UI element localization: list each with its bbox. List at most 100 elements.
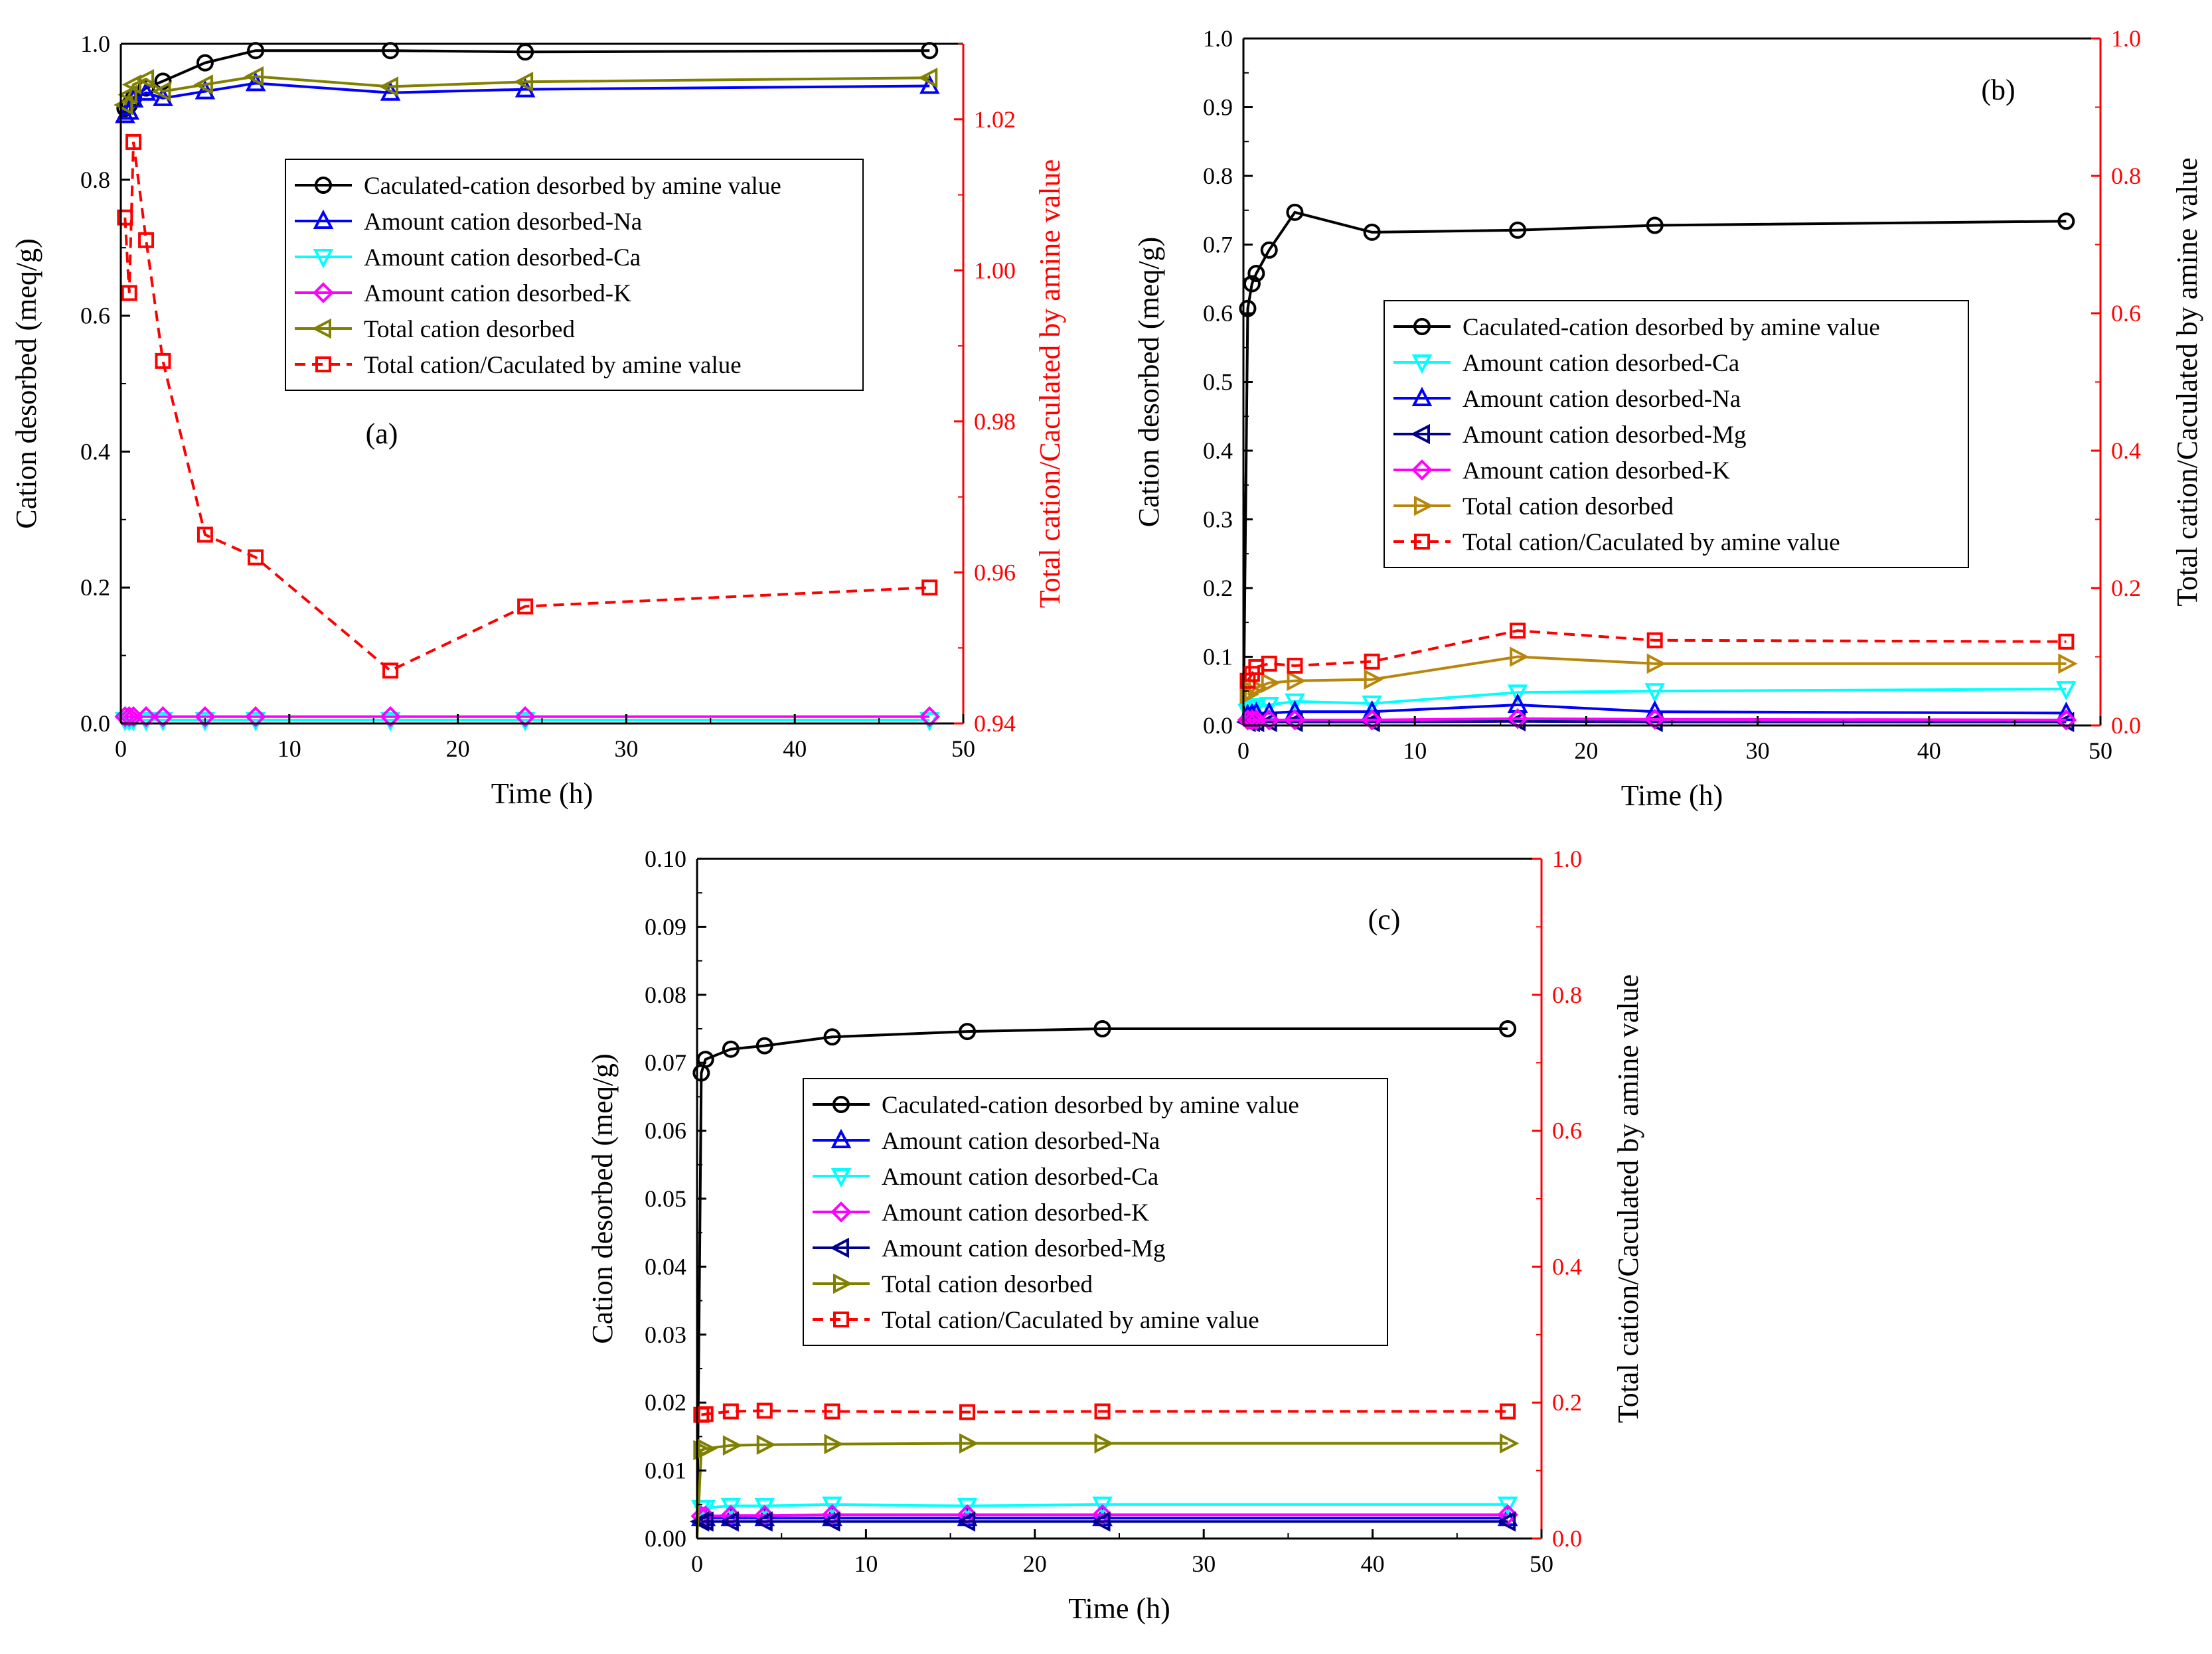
panel-c-series-3-point-5 [957, 1504, 978, 1525]
panel-b-series-4-point-7 [1644, 708, 1666, 730]
panel-c-legend-marker-5 [833, 1273, 853, 1294]
panel-a-series-5-line [123, 141, 930, 672]
panel-b-series-1-point-3 [1259, 696, 1280, 717]
panel-c-series-4-point-2 [719, 1511, 739, 1532]
panel-a-legend-label-2: Amount cation desorbed-Ca [364, 244, 641, 271]
panel-c-series-6-point-1 [697, 1406, 714, 1422]
panel-a-series-5-point-5 [197, 526, 213, 543]
panel-a-series-1-point-3 [135, 81, 157, 101]
panel-c-xtick-label-5: 50 [1530, 1550, 1553, 1577]
panel-a-legend: Caculated-cation desorbed by amine value… [285, 159, 864, 391]
panel-a-series-5-point-4 [155, 352, 171, 369]
panel-c-ytick-label-10: 0.10 [645, 846, 686, 872]
panel-a-series-3-point-1 [118, 706, 140, 727]
panel-c-series-0-point-5 [823, 1028, 841, 1046]
panel-c-series-3-point-4 [821, 1504, 843, 1525]
panel-a-legend-marker-2 [313, 249, 334, 269]
panel-b-legend-label-6: Total cation/Caculated by amine value [1462, 529, 1840, 556]
panel-b-series-5-point-3 [1261, 672, 1281, 694]
panel-b-series-0-point-7 [1509, 221, 1527, 239]
panel-b-legend-marker-2 [1411, 386, 1433, 406]
panel-b-series-0-point-6 [1363, 223, 1381, 241]
panel-c-series-5-point-7 [1094, 1433, 1114, 1454]
panel-a-y2tick-label-2: 0.98 [974, 408, 1016, 435]
panel-a-series-3-point-9 [919, 706, 941, 727]
panel-c-xtick-label-0: 0 [691, 1550, 703, 1577]
panel-c-series-5-point-5 [824, 1434, 844, 1454]
panel-c-ytick-label-9: 0.09 [645, 913, 686, 940]
panel-a-series-0-point-5 [196, 54, 214, 72]
panel-c-legend-label-4: Amount cation desorbed-Mg [882, 1235, 1165, 1262]
panel-b-ytick-label-1: 0.1 [1203, 644, 1233, 670]
panel-a-ytick-label-4: 0.8 [80, 167, 110, 193]
panel-a-series-5-point-2 [125, 133, 142, 150]
panel-c: 0 10 20 30 40 50 0.00 0.01 0.02 0.03 0.04 0.05 0.06 0… [586, 846, 1644, 1625]
panel-b-series-6-point-8 [2058, 633, 2075, 650]
panel-b-series-0-point-4 [1260, 241, 1278, 259]
panel-c-legend-label-6: Total cation/Caculated by amine value [882, 1307, 1259, 1334]
panel-b-ytick-label-2: 0.2 [1203, 575, 1233, 601]
panel-a-label: (a) [366, 417, 398, 450]
panel-a-series-3-point-7 [380, 706, 401, 727]
panel-a-series-3-point-6 [245, 706, 266, 727]
panel-b-series-5-point-4 [1287, 670, 1306, 692]
panel-c-legend: Caculated-cation desorbed by amine value… [803, 1078, 1388, 1346]
panel-c-series-0-line [696, 1027, 1508, 1539]
panel-b-series-4-point-1 [1241, 709, 1263, 731]
panel-b-series-0-point-3 [1247, 264, 1265, 282]
panel-c-series-4-point-5 [955, 1511, 976, 1532]
panel-b-label: (b) [1981, 74, 2015, 106]
panel-b-legend-label-3: Amount cation desorbed-Mg [1462, 421, 1746, 449]
panel-b-y-axis-title: Cation desorbed (meq/g) [1133, 237, 1165, 527]
panel-b-series-4-point-3 [1258, 709, 1280, 731]
panel-b-xtick-label-5: 50 [2089, 737, 2112, 764]
panel-c-y2tick-label-1: 0.2 [1552, 1389, 1582, 1416]
panel-b-ytick-label-5: 0.5 [1203, 369, 1233, 396]
panel-b-legend-label-5: Total cation desorbed [1462, 493, 1674, 520]
panel-c-x-axis-title: Time (h) [1068, 1592, 1170, 1625]
panel-c-ytick-label-2: 0.02 [645, 1389, 686, 1416]
panel-c-series-3-point-7 [1497, 1504, 1518, 1525]
panel-b-series-1-point-7 [1644, 683, 1665, 703]
panel-c-legend-marker-1 [830, 1128, 852, 1148]
panel-a-series-4-point-6 [244, 66, 264, 87]
panel-b-series-4-point-0 [1237, 709, 1259, 731]
panel-c-y2tick-label-0: 0.0 [1552, 1525, 1582, 1552]
panel-b-series-1-point-4 [1285, 693, 1305, 714]
panel-b-series-3-line [1247, 719, 2067, 723]
panel-c-y2tick-label-2: 0.4 [1552, 1253, 1582, 1280]
panel-b-ytick-label-0: 0.0 [1203, 712, 1233, 739]
panel-c-series-0 [692, 1020, 1517, 1539]
panel-a-series-4 [114, 66, 938, 115]
panel-b-xtick-label-2: 20 [1574, 737, 1598, 764]
panel-a-series-5-point-6 [248, 549, 264, 565]
panel-a-ytick-label-0: 0.0 [80, 710, 110, 737]
panel-b-legend-label-4: Amount cation desorbed-K [1462, 457, 1730, 485]
panel-c-series-2-point-6 [1092, 1496, 1113, 1517]
panel-c-series-6-point-5 [959, 1404, 976, 1420]
panel-c-series-0-point-3 [722, 1040, 740, 1058]
panel-c-series-2-point-3 [754, 1497, 775, 1518]
panel-c-series-6-point-6 [1094, 1403, 1111, 1420]
panel-b-series-1-point-5 [1362, 695, 1382, 715]
panel-c-series-2-point-2 [720, 1497, 742, 1518]
panel-a-series-4-point-8 [513, 72, 534, 92]
panel-b-xtick-label-3: 30 [1746, 737, 1770, 764]
panel-b-series-0 [1239, 203, 2075, 726]
panel-a-series-3-point-5 [195, 706, 216, 727]
panel-a-x-axis-title: Time (h) [491, 777, 593, 810]
panel-a-xtick-label-3: 30 [614, 735, 638, 762]
panel-b-ytick-label-3: 0.3 [1203, 506, 1233, 533]
panel-b-series-0-line [1242, 210, 2067, 726]
panel-b-xtick-label-0: 0 [1237, 737, 1249, 764]
panel-c-series-0-point-7 [1093, 1020, 1111, 1037]
panel-c-series-0-point-4 [755, 1037, 773, 1055]
panel-b-y2tick-label-5: 1.0 [2111, 25, 2141, 52]
panel-b-y2tick-label-2: 0.4 [2111, 437, 2141, 464]
panel-a-legend-label-0: Caculated-cation desorbed by amine value [364, 173, 781, 200]
panel-c-ytick-label-1: 0.01 [645, 1458, 686, 1484]
panel-c-ytick-label-8: 0.08 [645, 982, 686, 1008]
panel-c-series-0-point-2 [696, 1051, 714, 1069]
panel-c-series-4 [690, 1511, 1516, 1532]
panel-b-ytick-label-9: 0.9 [1203, 94, 1233, 121]
